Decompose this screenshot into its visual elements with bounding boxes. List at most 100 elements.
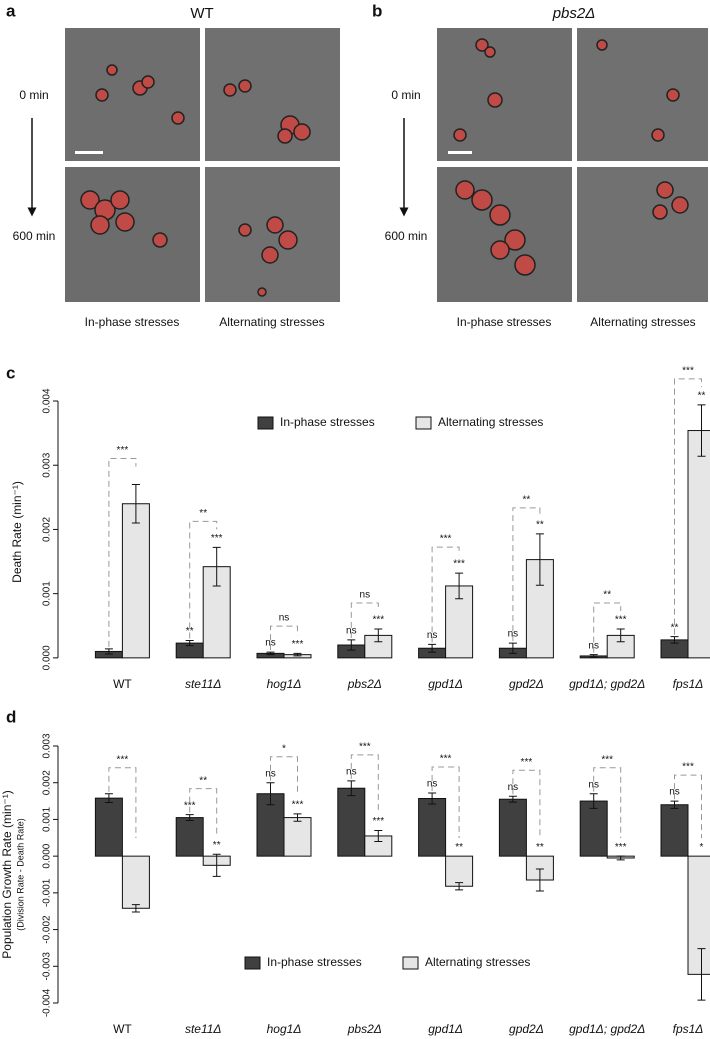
error-bar — [212, 546, 221, 587]
legend-swatch — [415, 416, 432, 430]
column-label: In-phase stresses — [85, 315, 180, 329]
panel-label: c — [6, 363, 15, 382]
x-tick-label: ste11Δ — [185, 1022, 222, 1036]
y-tick-label: -0.003 — [42, 952, 53, 981]
comparison-label: *** — [117, 754, 129, 765]
y-tick-label: 0.002 — [42, 770, 53, 795]
error-bar — [266, 651, 275, 656]
comparison-label: *** — [521, 757, 533, 768]
significance-label: ns — [427, 630, 438, 641]
panel-label: d — [6, 707, 16, 726]
comparison-label: *** — [682, 762, 694, 773]
comparison-label: * — [282, 743, 286, 754]
significance-label: ** — [186, 626, 194, 637]
error-bar — [616, 855, 625, 861]
significance-label: ns — [265, 638, 276, 649]
error-bar — [131, 904, 140, 913]
comparison-bracket — [108, 767, 137, 839]
comparison-bracket — [108, 457, 137, 647]
legend-label: In-phase stresses — [267, 955, 362, 969]
error-bar — [670, 800, 679, 809]
comparison-label: *** — [440, 754, 452, 765]
comparison-label: ns — [279, 613, 290, 624]
comparison-label: *** — [117, 445, 129, 456]
comparison-bracket — [270, 756, 298, 796]
y-axis-subtitle: (Division Rate - Death Rate) — [15, 818, 25, 931]
bar — [660, 804, 689, 857]
error-bar — [347, 780, 356, 797]
comparison-label: ns — [360, 590, 371, 601]
x-tick-label: WT — [113, 1022, 132, 1036]
panel-label: a — [6, 1, 16, 20]
significance-label: *** — [211, 533, 223, 544]
significance-label: ns — [508, 629, 519, 640]
x-tick-label: fps1Δ — [673, 677, 704, 691]
error-bar — [428, 643, 437, 653]
column-label: In-phase stresses — [457, 315, 552, 329]
x-tick-label: hog1Δ — [267, 1022, 302, 1036]
x-tick-label: gpd1Δ — [428, 677, 463, 691]
comparison-bracket — [593, 602, 622, 653]
comparison-label: *** — [682, 365, 694, 376]
time-label: 600 min — [13, 229, 56, 243]
error-bar — [185, 640, 194, 647]
error-bar — [293, 813, 302, 822]
y-axis-title: Population Growth Rate (min⁻¹) — [0, 790, 14, 958]
significance-label: *** — [292, 639, 304, 650]
y-tick-label: -0.004 — [42, 988, 53, 1017]
legend-label: Alternating stresses — [438, 415, 543, 429]
y-tick-label: 0.001 — [42, 581, 53, 606]
significance-label: ns — [346, 626, 357, 637]
significance-label: *** — [292, 800, 304, 811]
bar — [94, 797, 123, 857]
significance-label: ** — [698, 390, 706, 401]
micrographs — [65, 28, 340, 302]
error-bar — [293, 652, 302, 657]
significance-label: ** — [455, 842, 463, 853]
significance-label: ns — [669, 787, 680, 798]
bar — [579, 800, 608, 857]
comparison-label: *** — [359, 742, 371, 753]
significance-label: *** — [615, 842, 627, 853]
significance-label: ** — [671, 622, 679, 633]
comparison-label: *** — [601, 754, 613, 765]
comparison-bracket — [431, 766, 460, 839]
bar — [283, 817, 312, 857]
x-tick-label: WT — [113, 677, 132, 691]
significance-label: *** — [184, 800, 196, 811]
y-tick-label: 0.002 — [42, 516, 53, 541]
y-tick-label: 0.003 — [42, 733, 53, 758]
error-bar — [535, 533, 544, 586]
comparison-bracket — [512, 769, 541, 839]
error-bar — [212, 853, 221, 877]
x-tick-label: pbs2Δ — [347, 1022, 382, 1036]
comparison-label: ** — [603, 590, 611, 601]
error-bar — [697, 404, 706, 457]
significance-label: ns — [508, 782, 519, 793]
column-label: Alternating stresses — [219, 315, 324, 329]
legend-label: Alternating stresses — [425, 955, 530, 969]
column-label: Alternating stresses — [590, 315, 695, 329]
bar — [687, 855, 710, 975]
y-tick-label: -0.001 — [42, 878, 53, 907]
bar — [121, 503, 150, 659]
error-bar — [266, 782, 275, 806]
significance-label: ns — [427, 779, 438, 790]
error-bar — [185, 814, 194, 822]
y-tick-label: 0.004 — [42, 388, 53, 413]
significance-label: *** — [372, 615, 384, 626]
comparison-bracket — [189, 520, 218, 639]
x-tick-label: hog1Δ — [267, 677, 302, 691]
y-tick-label: 0.000 — [42, 645, 53, 670]
y-axis-title: Death Rate (min⁻¹) — [10, 481, 24, 583]
significance-label: *** — [615, 615, 627, 626]
bar — [175, 817, 204, 857]
comparison-bracket — [270, 625, 298, 651]
comparison-label: ** — [199, 775, 207, 786]
bar — [498, 798, 527, 857]
comparison-label: ** — [523, 495, 531, 506]
x-tick-label: fps1Δ — [673, 1022, 704, 1036]
comparison-label: *** — [440, 534, 452, 545]
error-bar — [670, 636, 679, 644]
